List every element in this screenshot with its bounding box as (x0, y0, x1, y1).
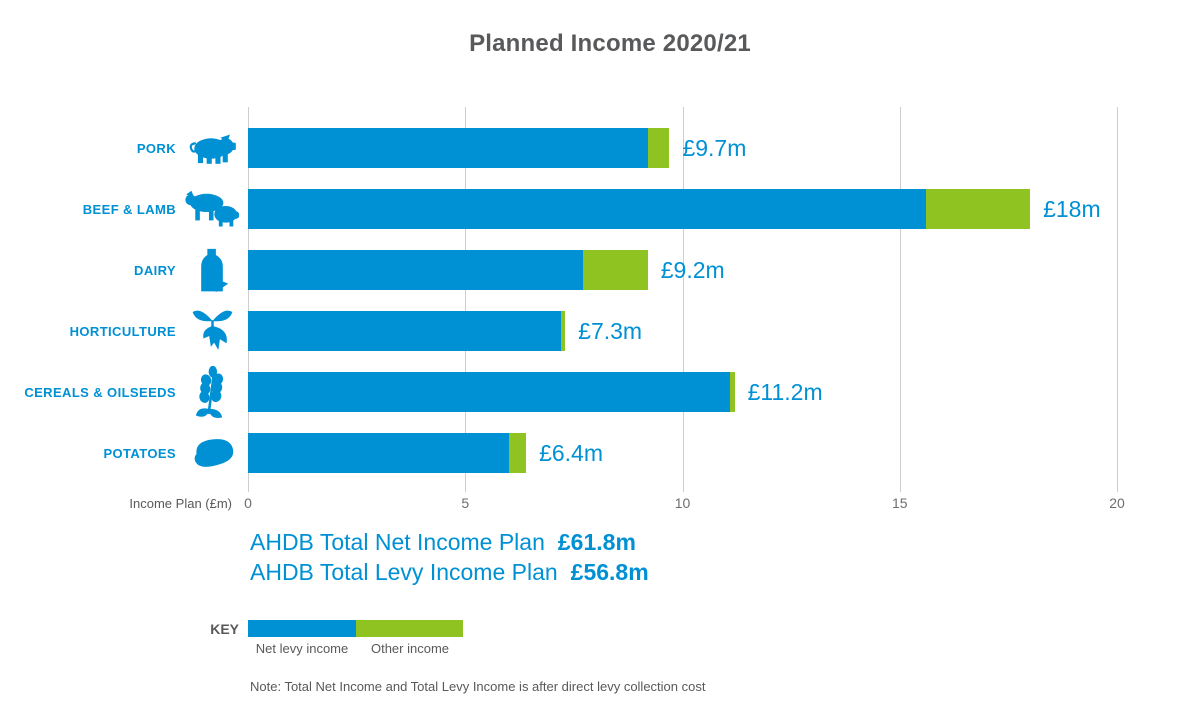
key-item-label: Net levy income (255, 641, 349, 656)
footnote: Note: Total Net Income and Total Levy In… (250, 679, 706, 694)
bar-segment-other (925, 189, 1031, 229)
bar-value-label: £9.2m (660, 256, 725, 283)
cow-sheep-icon (180, 179, 244, 239)
bar-segment-net-levy (248, 372, 731, 412)
milk-bottle-icon (180, 240, 244, 300)
category-label: CEREALS & OILSEEDS (24, 384, 176, 400)
bar-segment-net-levy (248, 250, 583, 290)
seedling-icon (180, 301, 244, 361)
x-axis-label: Income Plan (£m) (129, 496, 232, 511)
bar-segment-net-levy (248, 433, 509, 473)
bar-segment-other (647, 128, 670, 168)
category-label: PORK (136, 140, 176, 156)
axis-tick-label: 15 (891, 495, 908, 511)
total-levy-income-value: £56.8m (570, 559, 649, 585)
bar-value-label: £18m (1043, 195, 1101, 222)
bar-value-label: £7.3m (578, 317, 643, 344)
bar-segment-other (730, 372, 735, 412)
bar-segment-net-levy (248, 189, 926, 229)
axis-tick-label: 5 (461, 495, 470, 511)
gridline (465, 107, 467, 492)
bar-segment-other (582, 250, 648, 290)
gridline (899, 107, 901, 492)
potato-icon (180, 423, 244, 483)
bar-segment-other (508, 433, 527, 473)
bar-segment-other (560, 311, 566, 351)
key-swatch-net-levy (248, 620, 356, 637)
summary-totals: AHDB Total Net Income Plan £61.8m AHDB To… (250, 527, 649, 587)
key-heading: KEY (210, 620, 239, 637)
total-levy-income-line: AHDB Total Levy Income Plan £56.8m (250, 557, 649, 587)
pig-icon (180, 118, 244, 178)
bar-value-label: £11.2m (747, 378, 823, 405)
gridline (1117, 107, 1118, 492)
bar-value-label: £6.4m (539, 439, 604, 466)
bar-segment-net-levy (248, 128, 648, 168)
chart-title: Planned Income 2020/21 (469, 30, 751, 57)
category-label: HORTICULTURE (69, 323, 176, 339)
total-levy-income-label: AHDB Total Levy Income Plan (250, 559, 558, 585)
gridline (248, 107, 249, 492)
axis-tick-label: 0 (244, 495, 252, 511)
axis-tick-label: 20 (1109, 495, 1125, 511)
axis-tick-label: 10 (674, 495, 691, 511)
total-net-income-line: AHDB Total Net Income Plan £61.8m (250, 527, 649, 557)
bar-segment-net-levy (248, 311, 561, 351)
total-net-income-label: AHDB Total Net Income Plan (250, 529, 545, 555)
category-label: POTATOES (103, 445, 176, 461)
key-swatch-other (356, 620, 463, 637)
key-item-label: Other income (370, 641, 450, 656)
wheat-icon (180, 362, 244, 422)
gridline (682, 107, 684, 492)
category-label: DAIRY (134, 262, 176, 278)
total-net-income-value: £61.8m (557, 529, 636, 555)
bar-value-label: £9.7m (682, 134, 747, 161)
category-label: BEEF & LAMB (82, 201, 176, 217)
